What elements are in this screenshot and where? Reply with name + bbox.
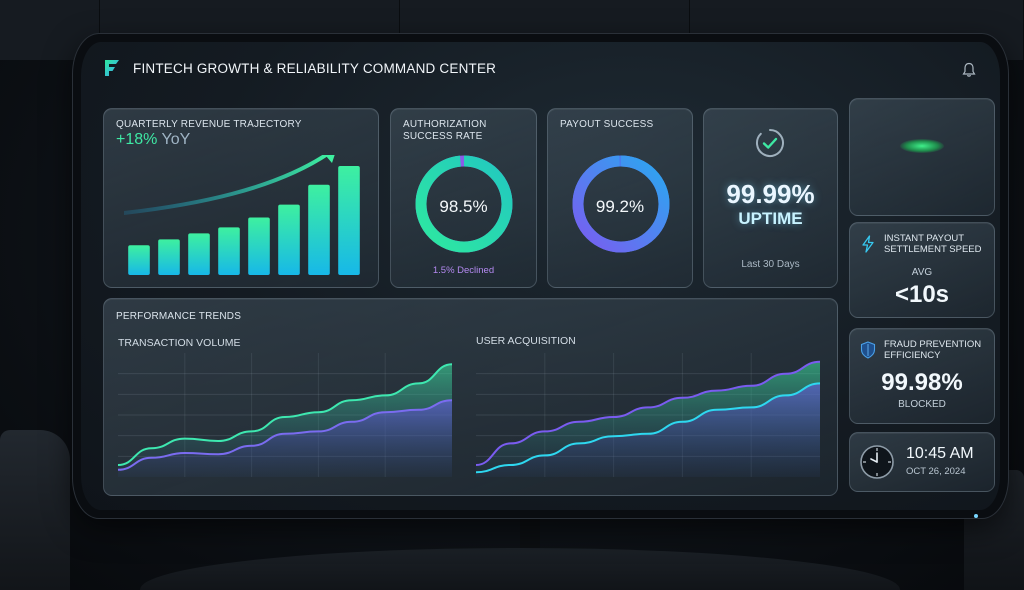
revenue-card: QUARTERLY REVENUE TRAJECTORY +18% YoY (103, 108, 379, 288)
revenue-bar (278, 204, 300, 275)
authorization-card: AUTHORIZATION SUCCESS RATE 98.5% 1.5% De… (390, 108, 537, 288)
check-circle-icon (756, 129, 784, 157)
payout-title: PAYOUT SUCCESS (560, 119, 654, 130)
revenue-bar (308, 184, 330, 275)
bell-icon[interactable] (962, 62, 976, 78)
clock-date: OCT 26, 2024 (906, 466, 966, 477)
settlement-card: INSTANT PAYOUT SETTLEMENT SPEED AVG <10s (849, 222, 995, 318)
series-line (476, 360, 820, 466)
uptime-period: Last 30 Days (741, 259, 800, 270)
revenue-bar-chart (124, 155, 360, 275)
revenue-bar (188, 233, 210, 275)
clock-time: 10:45 AM (906, 445, 974, 462)
status-light (900, 139, 944, 153)
authorization-declined: 1.5% Declined (432, 265, 495, 276)
clock-icon (860, 445, 894, 479)
fraud-blocked-label: BLOCKED (898, 399, 946, 410)
trend-arrowhead (325, 155, 335, 163)
page-title: FINTECH GROWTH & RELIABILITY COMMAND CEN… (133, 60, 497, 76)
settlement-avg-label: AVG (911, 267, 933, 278)
payout-value: 99.2% (595, 197, 645, 216)
performance-trends-title: PERFORMANCE TRENDS (116, 311, 242, 322)
conference-table (140, 548, 900, 590)
uptime-label: UPTIME (738, 209, 803, 228)
payout-card: PAYOUT SUCCESS 99.2% (547, 108, 693, 288)
payout-donut (572, 155, 670, 253)
series-line (118, 399, 452, 471)
transaction-volume-label: TRANSACTION VOLUME (118, 337, 241, 349)
authorization-value: 98.5% (439, 197, 488, 216)
uptime-value: 99.99% (726, 179, 815, 209)
authorization-donut (415, 155, 513, 253)
fraud-value: 99.98% (881, 369, 963, 396)
yoy-value: +18% (116, 131, 158, 148)
uptime-card: 99.99% UPTIME Last 30 Days (703, 108, 838, 288)
revenue-bar (128, 245, 150, 275)
authorization-title: AUTHORIZATION SUCCESS RATE (403, 119, 487, 142)
shield-icon (860, 341, 876, 359)
series-line (476, 382, 820, 474)
revenue-bar (248, 217, 270, 275)
fintech-logo-icon (105, 60, 119, 76)
revenue-bar (218, 227, 240, 275)
power-led (974, 514, 978, 518)
dashboard-header: FINTECH GROWTH & RELIABILITY COMMAND CEN… (103, 58, 496, 78)
settlement-title: INSTANT PAYOUT SETTLEMENT SPEED (884, 233, 982, 255)
status-indicator-card (849, 98, 995, 216)
transaction-volume-chart (118, 353, 452, 477)
monitor-stand (520, 510, 540, 550)
clock-card: 10:45 AM OCT 26, 2024 (849, 432, 995, 492)
revenue-bar (338, 165, 360, 275)
lightning-icon (862, 235, 874, 253)
fraud-title: FRAUD PREVENTION EFFICIENCY (884, 339, 982, 361)
dashboard-screen: FINTECH GROWTH & RELIABILITY COMMAND CEN… (81, 42, 1000, 510)
user-acquisition-chart (476, 353, 820, 477)
trend-arrow-line (124, 155, 330, 215)
donut-value-arc (572, 155, 670, 253)
fraud-card: FRAUD PREVENTION EFFICIENCY 99.98% BLOCK… (849, 328, 995, 424)
revenue-bar (158, 239, 180, 275)
area-fill (476, 383, 820, 477)
revenue-title: QUARTERLY REVENUE TRAJECTORY (116, 119, 302, 130)
settlement-value: <10s (894, 281, 950, 308)
office-chair (0, 430, 70, 590)
monitor: FINTECH GROWTH & RELIABILITY COMMAND CEN… (73, 34, 1008, 518)
series-line (118, 363, 452, 466)
donut-value-arc (415, 155, 513, 253)
user-acquisition-label: USER ACQUISITION (476, 335, 576, 347)
performance-trends-card: PERFORMANCE TRENDS TRANSACTION VOLUME US… (103, 298, 838, 496)
revenue-yoy: +18% YoY (116, 131, 190, 149)
yoy-label: YoY (161, 131, 191, 148)
area-fill (118, 400, 452, 477)
